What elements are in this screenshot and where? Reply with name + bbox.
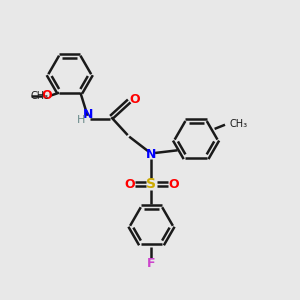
Text: O: O: [129, 93, 140, 106]
Text: N: N: [82, 108, 93, 122]
Text: N: N: [146, 148, 157, 161]
Text: O: O: [124, 178, 134, 191]
Text: O: O: [169, 178, 179, 191]
Text: F: F: [147, 257, 156, 270]
Text: H: H: [76, 115, 85, 125]
Text: S: S: [146, 177, 157, 191]
Text: O: O: [41, 89, 52, 102]
Text: CH₃: CH₃: [230, 118, 247, 128]
Text: CH₃: CH₃: [31, 91, 49, 101]
